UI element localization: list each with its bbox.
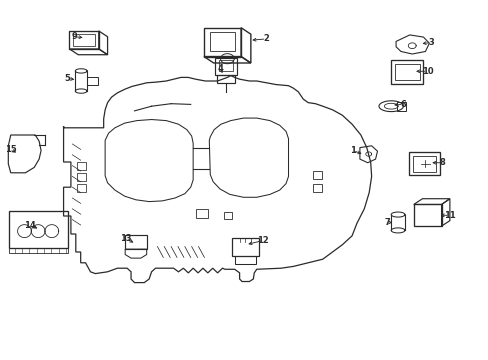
Text: 9: 9 — [71, 32, 77, 41]
Text: 7: 7 — [384, 218, 389, 227]
Text: 11: 11 — [443, 211, 455, 220]
Text: 8: 8 — [439, 158, 445, 167]
Text: 14: 14 — [24, 220, 36, 230]
Text: 15: 15 — [5, 145, 17, 154]
Text: 13: 13 — [120, 234, 132, 243]
Text: 2: 2 — [263, 34, 269, 43]
Text: 5: 5 — [64, 74, 70, 83]
Text: 1: 1 — [349, 146, 355, 155]
Text: 3: 3 — [427, 38, 433, 47]
Text: 4: 4 — [217, 64, 223, 73]
Text: 12: 12 — [257, 236, 268, 245]
Text: 10: 10 — [421, 67, 432, 76]
Text: 6: 6 — [400, 100, 406, 109]
